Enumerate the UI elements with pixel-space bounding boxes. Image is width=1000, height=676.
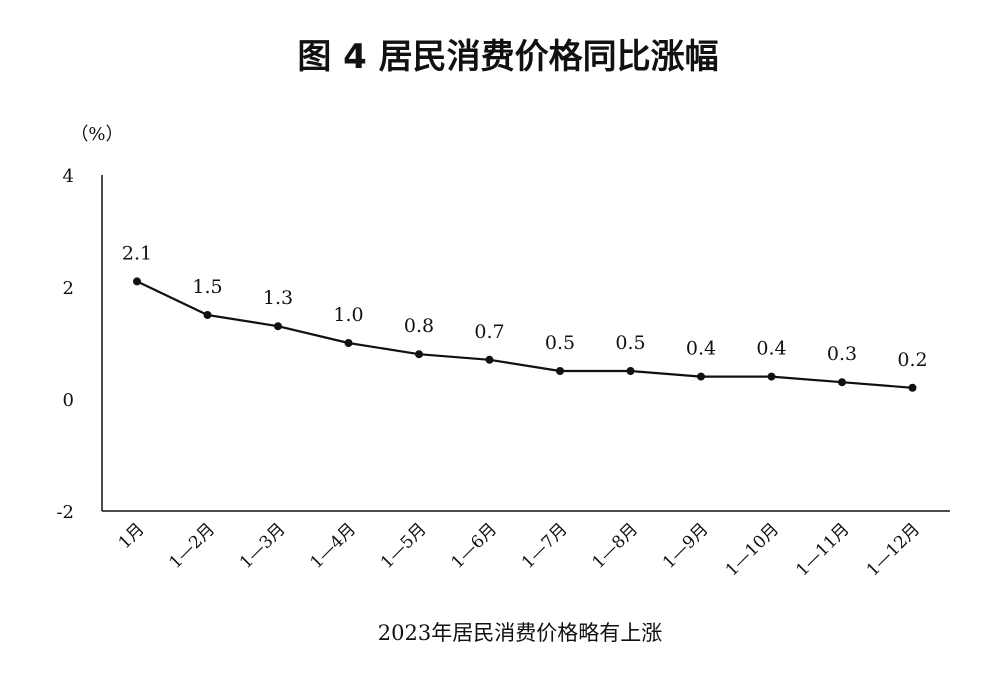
series-line xyxy=(136,280,913,389)
x-tick-label: 1—3月 xyxy=(236,519,289,572)
y-tick-label: 4 xyxy=(63,166,74,187)
x-tick-label: 1—5月 xyxy=(377,519,430,572)
data-label: 1.3 xyxy=(263,287,293,309)
data-label: 0.3 xyxy=(827,343,857,365)
chart-title: 图 4 居民消费价格同比涨幅 xyxy=(297,37,718,77)
data-label: 0.8 xyxy=(404,315,434,337)
data-label: 2.1 xyxy=(122,242,152,264)
y-tick-labels: 4 2 0 -2 xyxy=(56,166,74,523)
data-label: 0.2 xyxy=(897,349,927,371)
data-points xyxy=(133,277,917,392)
x-tick-label: 1—9月 xyxy=(659,519,712,572)
x-tick-label: 1—4月 xyxy=(307,519,360,572)
data-label: 0.5 xyxy=(545,332,575,354)
x-tick-label: 1—8月 xyxy=(589,519,642,572)
data-point xyxy=(908,383,917,392)
data-point xyxy=(767,372,776,381)
data-point xyxy=(274,322,282,331)
data-label: 0.4 xyxy=(686,338,716,360)
data-point xyxy=(344,339,353,347)
data-point xyxy=(626,367,635,375)
data-point xyxy=(203,311,212,319)
data-label: 0.5 xyxy=(615,332,645,354)
y-unit-label: （%） xyxy=(70,124,123,145)
data-point xyxy=(485,355,494,364)
data-point xyxy=(697,372,705,381)
data-point xyxy=(838,378,846,387)
data-point xyxy=(556,367,564,375)
x-tick-label: 1—2月 xyxy=(166,519,219,572)
x-tick-label: 1—10月 xyxy=(722,519,783,580)
x-tick-label: 1月 xyxy=(115,519,149,553)
y-tick-label: -2 xyxy=(56,502,74,523)
y-tick-label: 2 xyxy=(63,278,74,299)
data-point xyxy=(415,350,423,359)
data-label: 1.0 xyxy=(333,304,363,326)
x-tick-labels: 1月 1—2月 1—3月 1—4月 1—5月 1—6月 1—7月 1—8月 1—9月 1—10月 1… xyxy=(115,519,924,580)
x-tick-label: 1—6月 xyxy=(448,519,501,572)
data-labels: 2.1 1.5 1.3 1.0 0.8 0.7 0.5 0.5 0.4 0.4 0.3 0.2 xyxy=(122,242,928,370)
data-label: 0.4 xyxy=(756,338,786,360)
chart-caption: 2023年居民消费价格略有上涨 xyxy=(378,621,662,645)
x-tick-label: 1—11月 xyxy=(792,519,853,580)
data-point xyxy=(133,277,141,286)
y-tick-label: 0 xyxy=(63,390,74,411)
x-tick-label: 1—7月 xyxy=(518,519,571,572)
data-label: 1.5 xyxy=(192,276,222,298)
data-label: 0.7 xyxy=(474,321,504,343)
chart-axes xyxy=(101,175,950,512)
x-tick-label: 1—12月 xyxy=(863,519,924,580)
